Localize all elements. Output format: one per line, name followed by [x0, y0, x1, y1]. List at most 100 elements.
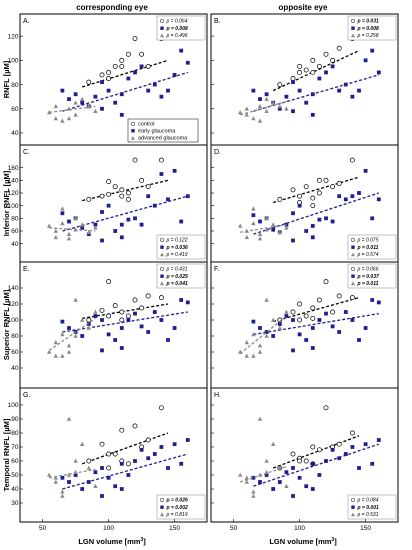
panel-label: B.	[214, 18, 221, 25]
data-point	[357, 191, 361, 195]
data-point	[53, 479, 58, 484]
data-point	[119, 112, 124, 117]
data-point	[139, 64, 144, 69]
data-point	[330, 184, 336, 190]
data-point	[304, 484, 309, 489]
data-point	[100, 106, 104, 111]
data-point	[291, 494, 295, 498]
data-point	[60, 353, 65, 358]
data-point	[139, 305, 145, 311]
data-point	[139, 324, 144, 329]
data-point	[67, 480, 71, 484]
stats-marker-advanced	[351, 33, 355, 38]
series-early-glaucoma	[251, 298, 381, 353]
data-point	[99, 72, 105, 78]
data-point	[73, 473, 78, 477]
data-point	[80, 100, 85, 105]
stats-marker-advanced	[351, 512, 355, 517]
legend-marker-advanced	[131, 135, 135, 140]
data-point	[132, 297, 138, 303]
data-point	[310, 224, 315, 228]
stats-marker-advanced	[160, 33, 164, 38]
fit-line	[272, 435, 360, 469]
data-point	[284, 222, 289, 227]
data-point	[80, 222, 85, 227]
data-point	[264, 108, 269, 113]
data-point	[336, 441, 342, 447]
stats-marker-early	[160, 26, 164, 30]
data-point	[324, 216, 328, 221]
data-point	[310, 487, 315, 491]
data-point	[125, 190, 131, 196]
data-point	[330, 219, 335, 224]
data-point	[316, 63, 322, 69]
data-point	[284, 225, 289, 230]
data-point	[146, 330, 151, 334]
data-point	[100, 348, 104, 353]
data-point	[277, 322, 282, 326]
stats-box	[347, 234, 397, 260]
data-point	[349, 430, 355, 436]
stats-marker-early	[351, 26, 355, 30]
data-point	[337, 88, 342, 93]
p-value: p = 0.025	[166, 274, 188, 280]
fit-line	[81, 432, 169, 465]
data-point	[264, 333, 269, 338]
data-point	[100, 466, 104, 470]
data-point	[113, 338, 118, 342]
p-value: p = 0.066	[357, 267, 379, 273]
y-tick-label: 40	[11, 486, 19, 493]
x-tick-label: 150	[169, 525, 180, 532]
data-point	[66, 231, 72, 236]
data-point	[60, 332, 65, 337]
data-point	[349, 157, 355, 163]
data-point	[264, 469, 269, 474]
y-tick-label: 80	[11, 430, 19, 437]
stats-marker-control	[159, 237, 165, 242]
y-tick-label: 40	[11, 130, 19, 137]
data-point	[343, 452, 348, 456]
p-value: p = 0.531	[357, 512, 379, 518]
data-point	[86, 480, 91, 484]
data-point	[146, 194, 151, 199]
data-point	[113, 484, 118, 489]
data-point	[244, 353, 249, 358]
data-point	[337, 330, 342, 334]
p-value: p = 0.084	[357, 498, 379, 504]
data-point	[310, 315, 316, 321]
data-point	[86, 465, 91, 470]
data-point	[80, 441, 85, 446]
stats-marker-control	[350, 237, 356, 242]
data-point	[264, 92, 269, 97]
data-point	[159, 94, 164, 99]
data-point	[119, 57, 125, 63]
series-advanced-glaucoma	[238, 297, 289, 358]
stats-marker-control	[350, 266, 356, 271]
y-tick-label: 60	[11, 349, 19, 356]
p-value: p = 0.008	[357, 26, 379, 32]
data-point	[376, 300, 381, 305]
data-point	[310, 461, 315, 466]
p-value: p = 0.008	[166, 26, 188, 32]
data-point	[251, 206, 256, 211]
data-point	[53, 116, 58, 121]
data-point	[73, 112, 78, 117]
data-point	[238, 349, 243, 354]
p-value: p = 0.258	[357, 33, 379, 39]
data-point	[290, 187, 296, 193]
data-point	[119, 187, 125, 193]
p-value: p = 0.075	[357, 238, 379, 244]
data-point	[297, 475, 302, 480]
data-point	[350, 318, 355, 322]
stats-marker-early	[160, 274, 164, 278]
data-point	[271, 487, 276, 491]
data-point	[126, 473, 131, 477]
data-point	[73, 458, 78, 463]
data-point	[119, 309, 125, 315]
data-point	[106, 279, 112, 285]
p-value: p = 0.419	[166, 252, 188, 258]
data-point	[99, 441, 105, 447]
data-point	[257, 416, 263, 421]
x-tick-label: 150	[360, 525, 371, 532]
data-point	[139, 177, 145, 183]
